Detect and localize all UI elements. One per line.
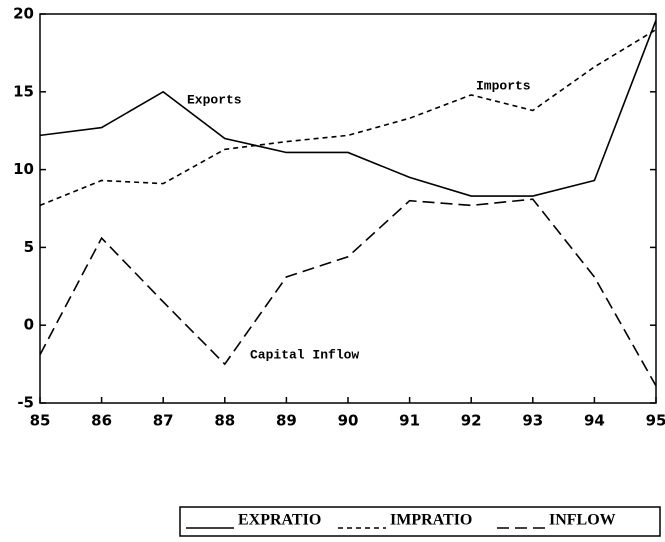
y-tick-label: 20 xyxy=(13,5,34,23)
series-line xyxy=(39,28,657,207)
x-tick-label: 89 xyxy=(276,412,297,430)
y-tick-label: -5 xyxy=(17,394,34,412)
y-tick-label: 5 xyxy=(24,238,34,256)
plot-frame xyxy=(39,13,657,404)
legend-label: IMPRATIO xyxy=(390,512,472,529)
legend-label: EXPRATIO xyxy=(238,512,321,529)
annotation: Imports xyxy=(476,78,531,93)
series-line xyxy=(39,198,657,387)
legend-label: INFLOW xyxy=(549,512,616,529)
x-tick-label: 91 xyxy=(399,412,420,430)
x-tick-label: 87 xyxy=(153,412,174,430)
x-tick-label: 86 xyxy=(91,412,112,430)
y-tick-label: 15 xyxy=(13,82,34,100)
x-tick-label: 85 xyxy=(30,412,51,430)
x-tick-label: 90 xyxy=(338,412,359,430)
y-tick-label: 10 xyxy=(13,160,34,178)
series-line xyxy=(39,19,657,197)
y-tick-label: 0 xyxy=(24,316,34,334)
x-tick-label: 92 xyxy=(461,412,482,430)
x-tick-label: 93 xyxy=(522,412,543,430)
legend-box xyxy=(179,506,661,537)
annotation: Capital Inflow xyxy=(250,347,359,362)
annotation: Exports xyxy=(187,92,242,107)
x-tick-label: 88 xyxy=(214,412,235,430)
x-tick-label: 95 xyxy=(646,412,665,430)
x-tick-label: 94 xyxy=(584,412,605,430)
